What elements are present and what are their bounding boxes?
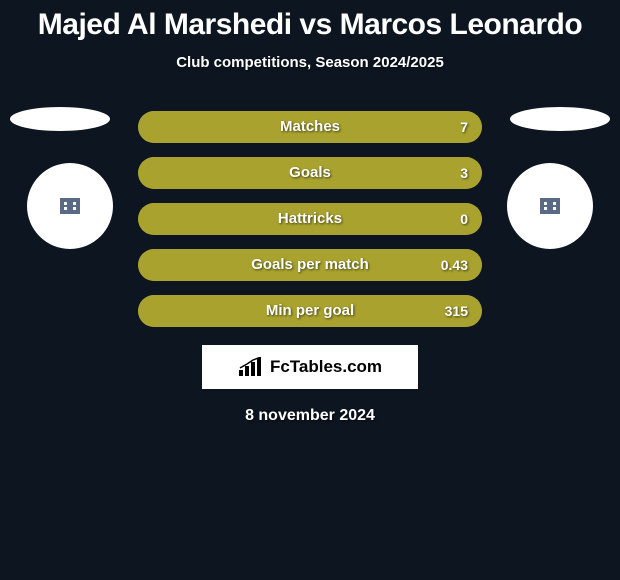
date-label: 8 november 2024 [0, 407, 620, 425]
stat-rows: Matches7Goals3Hattricks0Goals per match0… [138, 111, 482, 341]
club-badge-right [507, 163, 593, 249]
stat-row: Min per goal315 [138, 295, 482, 327]
stat-row: Matches7 [138, 111, 482, 143]
subtitle: Club competitions, Season 2024/2025 [0, 54, 620, 71]
stat-value-right: 7 [460, 111, 468, 143]
stat-label: Min per goal [138, 295, 482, 327]
player2-name: Marcos Leonardo [340, 8, 583, 41]
placeholder-icon [60, 198, 80, 214]
stats-area: Matches7Goals3Hattricks0Goals per match0… [0, 111, 620, 331]
flag-right [510, 107, 610, 131]
stat-value-right: 0 [460, 203, 468, 235]
flag-left [10, 107, 110, 131]
club-badge-left [27, 163, 113, 249]
stat-label: Matches [138, 111, 482, 143]
logo-box: FcTables.com [202, 345, 418, 389]
stat-row: Hattricks0 [138, 203, 482, 235]
stat-row: Goals3 [138, 157, 482, 189]
stat-label: Hattricks [138, 203, 482, 235]
stat-row: Goals per match0.43 [138, 249, 482, 281]
chart-icon [238, 357, 264, 377]
stat-label: Goals [138, 157, 482, 189]
stat-value-right: 315 [445, 295, 468, 327]
stat-label: Goals per match [138, 249, 482, 281]
player1-name: Majed Al Marshedi [38, 8, 292, 41]
logo-text: FcTables.com [270, 357, 382, 377]
vs-separator: vs [299, 8, 331, 41]
stat-value-right: 3 [460, 157, 468, 189]
stat-value-right: 0.43 [441, 249, 468, 281]
placeholder-icon [540, 198, 560, 214]
comparison-title: Majed Al Marshedi vs Marcos Leonardo [0, 8, 620, 42]
